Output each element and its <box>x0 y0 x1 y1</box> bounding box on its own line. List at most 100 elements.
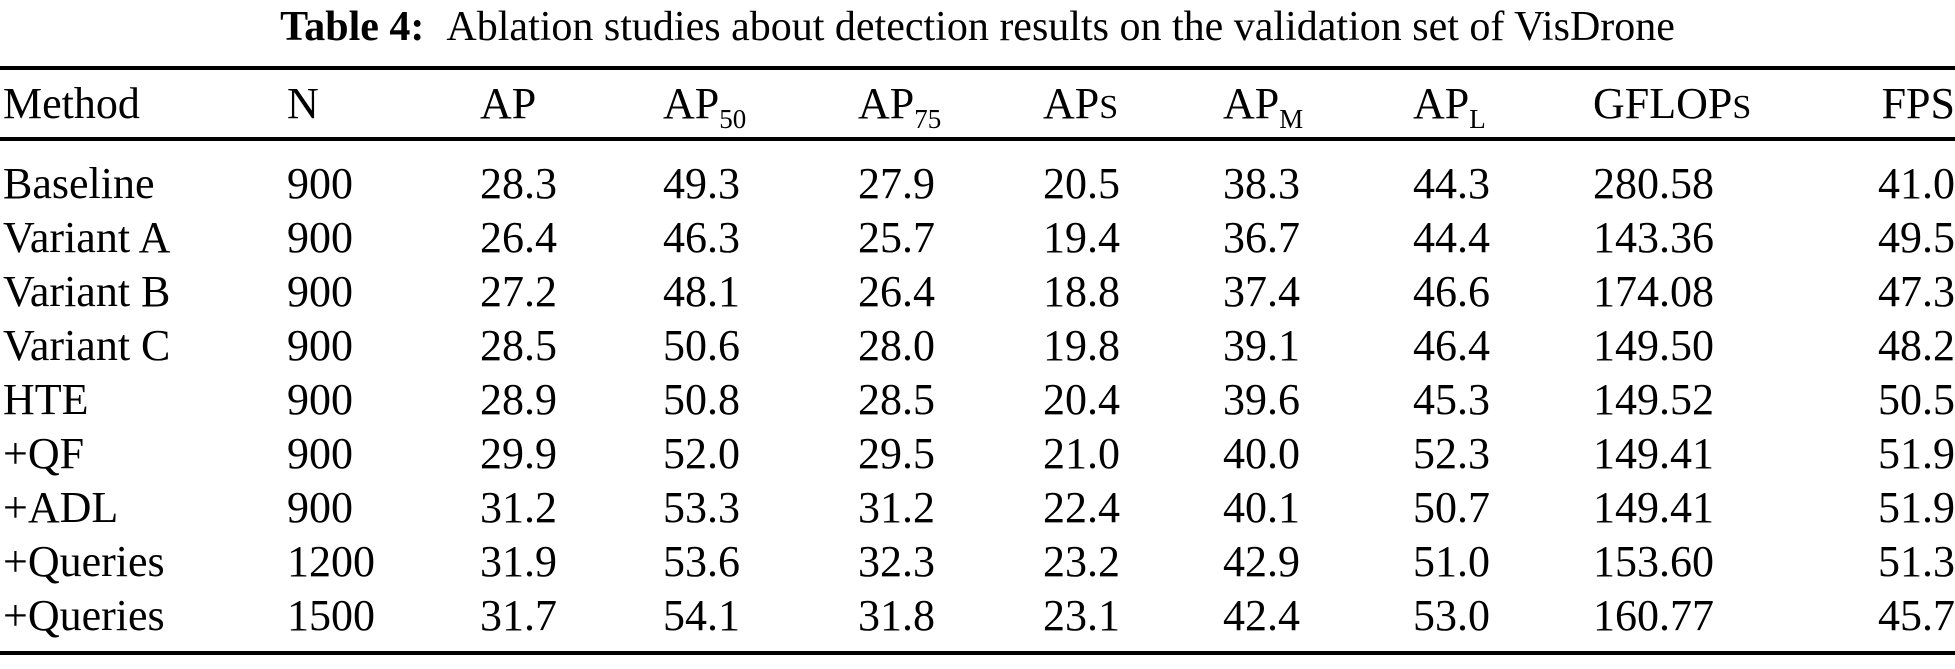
cell-fps: 51.9 <box>1878 429 1955 478</box>
cell-method: +Queries <box>3 537 165 586</box>
table-caption: Table 4: Ablation studies about detection… <box>0 0 1955 66</box>
col-header-apl: APL <box>1413 68 1593 141</box>
cell-apm: 37.4 <box>1223 267 1300 316</box>
cell-ap: 29.9 <box>480 429 557 478</box>
cell-gflops: 143.36 <box>1593 213 1714 262</box>
cell-fps: 49.5 <box>1878 213 1955 262</box>
cell-method: +QF <box>3 429 85 478</box>
cell-apm: 40.1 <box>1223 483 1300 532</box>
cell-ap50: 54.1 <box>663 591 740 640</box>
cell-fps: 45.7 <box>1878 591 1955 640</box>
col-header-n-label: N <box>287 79 319 128</box>
cell-ap75: 31.2 <box>858 483 935 532</box>
cell-aps: 20.4 <box>1043 375 1120 424</box>
col-header-method-label: Method <box>3 79 140 128</box>
table-row: Baseline 900 28.3 49.3 27.9 20.5 38.3 44.3 280.5… <box>0 139 1955 211</box>
cell-ap: 27.2 <box>480 267 557 316</box>
col-header-gflops-label: GFLOP <box>1593 79 1733 128</box>
cell-aps: 19.4 <box>1043 213 1120 262</box>
cell-apm: 38.3 <box>1223 159 1300 208</box>
table-row: Variant B 900 27.2 48.1 26.4 18.8 37.4 46.6 174.… <box>0 265 1955 319</box>
cell-n: 900 <box>287 321 353 370</box>
cell-gflops: 280.58 <box>1593 159 1714 208</box>
cell-method: Variant B <box>3 267 171 316</box>
cell-gflops: 149.41 <box>1593 429 1714 478</box>
cell-n: 900 <box>287 429 353 478</box>
cell-fps: 48.2 <box>1878 321 1955 370</box>
col-header-aps: APS <box>1043 68 1223 141</box>
col-header-aps-label: AP <box>1043 79 1100 128</box>
cell-ap50: 50.8 <box>663 375 740 424</box>
cell-method: +ADL <box>3 483 119 532</box>
col-header-apl-subscript: L <box>1469 104 1486 134</box>
cell-ap: 28.3 <box>480 159 557 208</box>
col-header-ap50-label: AP <box>663 79 720 128</box>
cell-apl: 46.4 <box>1413 321 1490 370</box>
cell-apl: 45.3 <box>1413 375 1490 424</box>
cell-apl: 52.3 <box>1413 429 1490 478</box>
cell-ap50: 50.6 <box>663 321 740 370</box>
cell-aps: 23.2 <box>1043 537 1120 586</box>
col-header-aps-smallcap: S <box>1099 89 1119 126</box>
table-row: HTE 900 28.9 50.8 28.5 20.4 39.6 45.3 149.52 50.5 <box>0 373 1955 427</box>
cell-ap: 26.4 <box>480 213 557 262</box>
cell-gflops: 149.52 <box>1593 375 1714 424</box>
cell-method: Baseline <box>3 159 155 208</box>
header-row: Method N AP AP50 AP75 APS APM APL GFLOPS FPS <box>0 68 1955 141</box>
col-header-apm-subscript: M <box>1279 104 1304 134</box>
cell-apl: 53.0 <box>1413 591 1490 640</box>
table-row: +Queries 1500 31.7 54.1 31.8 23.1 42.4 53.0 160.… <box>0 589 1955 653</box>
table-body: Baseline 900 28.3 49.3 27.9 20.5 38.3 44.3 280.5… <box>0 139 1955 653</box>
cell-fps: 51.3 <box>1878 537 1955 586</box>
col-header-ap75: AP75 <box>858 68 1043 141</box>
col-header-ap75-label: AP <box>858 79 915 128</box>
cell-method: Variant C <box>3 321 171 370</box>
col-header-n: N <box>287 68 480 141</box>
col-header-method: Method <box>0 68 287 141</box>
cell-ap75: 28.5 <box>858 375 935 424</box>
table-row: +Queries 1200 31.9 53.6 32.3 23.2 42.9 51.0 153.… <box>0 535 1955 589</box>
cell-ap50: 53.6 <box>663 537 740 586</box>
cell-apl: 44.3 <box>1413 159 1490 208</box>
cell-ap50: 52.0 <box>663 429 740 478</box>
cell-aps: 22.4 <box>1043 483 1120 532</box>
table-caption-text: Ablation studies about detection results… <box>446 4 1675 50</box>
table-row: Variant C 900 28.5 50.6 28.0 19.8 39.1 46.4 149.… <box>0 319 1955 373</box>
cell-apl: 46.6 <box>1413 267 1490 316</box>
col-header-apl-label: AP <box>1413 79 1470 128</box>
cell-fps: 51.9 <box>1878 483 1955 532</box>
cell-ap: 31.2 <box>480 483 557 532</box>
col-header-ap50: AP50 <box>663 68 858 141</box>
ablation-table: Method N AP AP50 AP75 APS APM APL GFLOPS FPS Base… <box>0 66 1955 655</box>
cell-fps: 50.5 <box>1878 375 1955 424</box>
cell-ap: 31.9 <box>480 537 557 586</box>
cell-aps: 23.1 <box>1043 591 1120 640</box>
table-caption-label: Table 4: <box>280 4 425 50</box>
cell-fps: 47.3 <box>1878 267 1955 316</box>
cell-n: 900 <box>287 267 353 316</box>
cell-apm: 42.4 <box>1223 591 1300 640</box>
table-row: +ADL 900 31.2 53.3 31.2 22.4 40.1 50.7 149.41 51.… <box>0 481 1955 535</box>
cell-ap: 31.7 <box>480 591 557 640</box>
cell-ap75: 26.4 <box>858 267 935 316</box>
col-header-apm: APM <box>1223 68 1413 141</box>
cell-gflops: 149.50 <box>1593 321 1714 370</box>
cell-ap: 28.9 <box>480 375 557 424</box>
cell-apm: 40.0 <box>1223 429 1300 478</box>
cell-fps: 41.0 <box>1878 159 1955 208</box>
cell-ap: 28.5 <box>480 321 557 370</box>
cell-ap75: 31.8 <box>858 591 935 640</box>
col-header-gflops-smallcap: S <box>1732 89 1752 126</box>
col-header-ap50-subscript: 50 <box>719 104 747 134</box>
table-header: Method N AP AP50 AP75 APS APM APL GFLOPS FPS <box>0 68 1955 141</box>
cell-n: 900 <box>287 483 353 532</box>
col-header-ap75-subscript: 75 <box>914 104 942 134</box>
cell-ap50: 46.3 <box>663 213 740 262</box>
cell-ap75: 29.5 <box>858 429 935 478</box>
cell-method: Variant A <box>3 213 171 262</box>
col-header-ap: AP <box>480 68 663 141</box>
cell-n: 900 <box>287 159 353 208</box>
cell-ap75: 25.7 <box>858 213 935 262</box>
cell-apm: 36.7 <box>1223 213 1300 262</box>
cell-ap75: 32.3 <box>858 537 935 586</box>
